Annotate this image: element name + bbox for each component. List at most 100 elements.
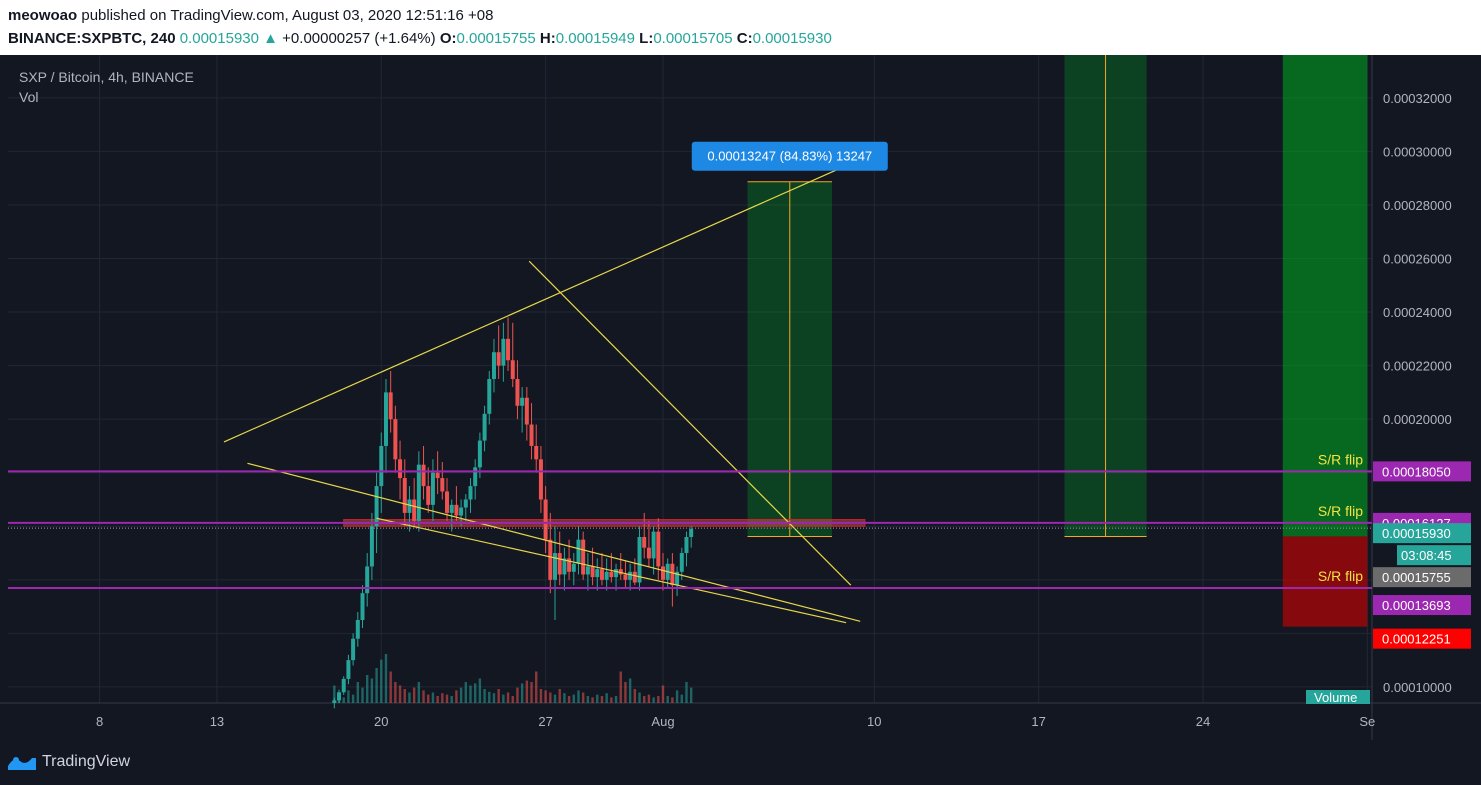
volume-bar: [459, 687, 463, 703]
y-tick-label: 0.00010000: [1383, 680, 1452, 695]
candle-body: [496, 352, 501, 366]
volume-bar: [356, 682, 360, 703]
volume-bar: [370, 678, 374, 703]
candle-body: [595, 569, 600, 578]
last-price: 0.00015930: [179, 30, 259, 47]
candle-body: [435, 472, 440, 479]
volume-bar: [624, 682, 627, 703]
candle-body: [365, 566, 370, 594]
measure-callout: [691, 141, 888, 171]
volume-bar: [638, 692, 641, 703]
candle-body: [609, 571, 614, 578]
candle-body: [379, 445, 384, 487]
candle-body: [553, 553, 558, 580]
risk-box: [1282, 536, 1368, 627]
publish-header: meowoao published on TradingView.com, Au…: [0, 0, 1481, 55]
volume-bar: [380, 659, 383, 703]
volume-tag: [1306, 690, 1370, 704]
candle-body: [393, 419, 398, 460]
volume-bar: [478, 678, 482, 703]
x-tick-label: Se: [1359, 714, 1375, 729]
volume-bar: [473, 683, 477, 703]
legend-vol: Vol: [19, 89, 38, 105]
candle-body: [646, 547, 651, 559]
volume-bar: [384, 654, 388, 703]
price-tag-sr3-text: 0.00013693: [1382, 598, 1451, 613]
volume-bar: [375, 668, 378, 703]
tradingview-brand[interactable]: TradingView: [8, 753, 130, 771]
price-tag-sr1-text: 0.00018050: [1382, 464, 1451, 479]
candle-body: [351, 638, 356, 661]
y-tick-label: 0.00026000: [1383, 252, 1452, 267]
countdown-text: 03:08:45: [1401, 548, 1452, 563]
y-tick-label: 0.00030000: [1383, 144, 1452, 159]
volume-bar: [502, 694, 505, 703]
trendline: [223, 168, 840, 443]
volume-bar: [652, 697, 655, 703]
candle-body: [360, 593, 365, 620]
x-tick-label: 24: [1196, 714, 1210, 729]
volume-bar: [398, 685, 402, 703]
candle-body: [355, 619, 360, 639]
candle-body: [515, 379, 520, 406]
candle-body: [487, 379, 492, 414]
volume-bar: [675, 690, 679, 703]
x-tick-label: 27: [538, 714, 552, 729]
price-chart[interactable]: 0.00010000 0.00020000 0.00022000 0.00024000…: [0, 55, 1481, 740]
x-tick-label: 17: [1031, 714, 1045, 729]
volume-bar: [661, 685, 665, 703]
volume-bar: [422, 690, 425, 703]
candle-body: [440, 478, 445, 492]
symbol-line: BINANCE:SXPBTC, 240 0.00015930 ▲ +0.0000…: [8, 30, 832, 47]
candle-body: [459, 507, 464, 516]
legend-title: SXP / Bitcoin, 4h, BINANCE: [19, 69, 194, 85]
sr-flip-label: S/R flip: [1318, 568, 1363, 584]
candle-body: [506, 338, 511, 361]
volume-bar: [657, 696, 660, 703]
price-tag-sr3: [1373, 595, 1471, 616]
volume-bar: [403, 689, 406, 703]
close-value: 0.00015930: [752, 30, 832, 47]
candle-body: [421, 464, 426, 487]
candle-body: [463, 499, 468, 508]
high-label: H:: [539, 30, 556, 47]
volume-bar: [441, 693, 444, 703]
volume-bar: [520, 683, 524, 703]
candle-body: [332, 700, 337, 703]
candle-body: [473, 467, 478, 487]
price-tag-open-text: 0.00015755: [1382, 570, 1451, 585]
volume-bar: [596, 694, 599, 703]
volume-bar: [511, 696, 514, 703]
volume-bar: [342, 697, 345, 703]
x-tick-label: 20: [374, 714, 388, 729]
candle-body: [628, 571, 633, 580]
publisher-name[interactable]: meowoao: [8, 7, 78, 24]
volume-bar: [647, 694, 651, 703]
candle-body: [374, 486, 379, 527]
candle-body: [675, 571, 680, 586]
open-value: 0.00015755: [456, 30, 536, 47]
volume-bar: [497, 689, 500, 703]
candle-body: [651, 531, 656, 559]
candle-body: [412, 499, 417, 521]
volume-bar: [488, 691, 491, 703]
volume-bar: [572, 694, 575, 703]
volume-bar: [577, 690, 580, 703]
y-tick-label: 0.00020000: [1383, 412, 1452, 427]
volume-bar: [450, 696, 453, 703]
price-tag-last-text: 0.00015930: [1382, 526, 1451, 541]
volume-bar: [394, 682, 397, 703]
candle-body: [538, 459, 543, 500]
candle-body: [482, 413, 487, 441]
published-text: published on TradingView.com, August 03,…: [77, 7, 494, 24]
volume-bar: [539, 689, 543, 703]
volume-bar: [553, 694, 557, 703]
volume-bar: [365, 675, 369, 703]
volume-bar: [680, 694, 683, 703]
candle-body: [402, 478, 407, 513]
price-tag-last: [1373, 523, 1471, 544]
measure-callout-text: 0.00013247 (84.83%) 13247: [707, 149, 872, 164]
volume-bar: [586, 696, 590, 703]
volume-bar: [614, 696, 618, 703]
symbol-name[interactable]: BINANCE:SXPBTC, 240: [8, 30, 176, 47]
